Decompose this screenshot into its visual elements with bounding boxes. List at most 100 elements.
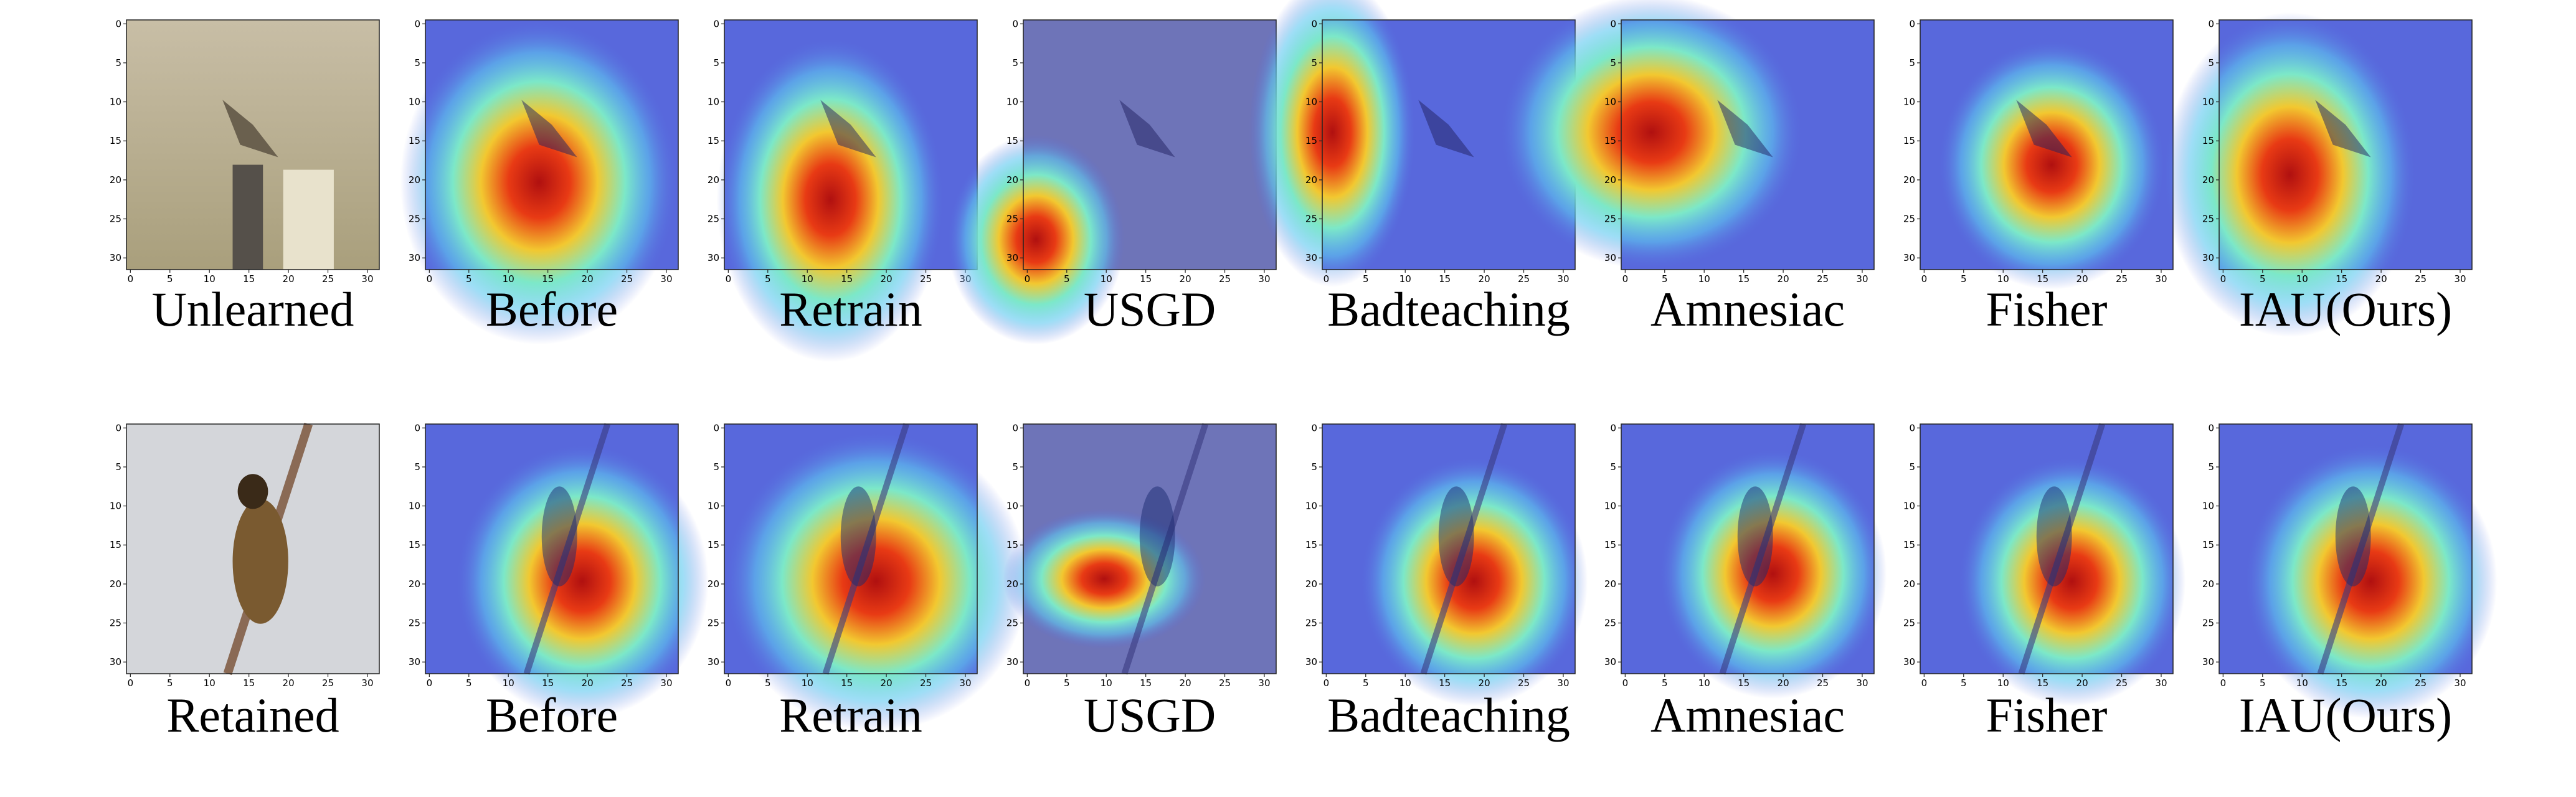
x-tick-label: 10 <box>1698 273 1710 285</box>
y-tick-label: 30 <box>708 252 719 263</box>
x-tick-label: 25 <box>1817 677 1829 689</box>
x-tick-label: 10 <box>1997 677 2009 689</box>
y-tick-label: 10 <box>2202 501 2214 512</box>
x-tick-label: 0 <box>1025 273 1031 285</box>
x-tick-label: 5 <box>1662 273 1668 285</box>
y-tick-label: 30 <box>1903 252 1915 263</box>
x-tick-label: 25 <box>2415 677 2427 689</box>
x-tick-label: 25 <box>2415 273 2427 285</box>
x-tick-label: 5 <box>2260 273 2266 285</box>
object <box>283 169 334 270</box>
y-tick-label: 15 <box>1903 135 1915 146</box>
panel-frame <box>425 19 679 270</box>
y-tick-label: 20 <box>110 578 121 590</box>
y-tick-label: 0 <box>2208 422 2214 433</box>
heatmap-hotspot <box>1938 40 2166 290</box>
x-tick-label: 25 <box>1817 273 1829 285</box>
x-tick-label: 0 <box>726 273 732 285</box>
x-tick-label: 25 <box>920 273 932 285</box>
bird <box>232 499 288 624</box>
y-tick-label: 30 <box>409 656 420 667</box>
panel-caption: Amnesiac <box>1650 688 1845 742</box>
x-tick-label: 30 <box>660 677 672 689</box>
panel-caption: IAU(Ours) <box>2239 688 2452 742</box>
y-tick-label: 30 <box>1006 252 1018 263</box>
x-tick-label: 20 <box>2375 273 2387 285</box>
x-tick-label: 5 <box>1064 273 1070 285</box>
x-tick-label: 10 <box>204 273 215 285</box>
heatmap-hotspot <box>1003 509 1206 649</box>
y-tick-label: 10 <box>1305 501 1317 512</box>
y-tick-label: 15 <box>708 539 719 550</box>
y-tick-label: 10 <box>409 501 420 512</box>
y-tick-label: 10 <box>2202 97 2214 108</box>
y-tick-label: 5 <box>1311 57 1317 68</box>
panel-caption: Badteaching <box>1327 282 1570 336</box>
x-tick-label: 20 <box>283 273 295 285</box>
y-tick-label: 5 <box>1909 57 1915 68</box>
y-tick-label: 20 <box>1305 578 1317 590</box>
panel-caption: Unlearned <box>152 282 354 336</box>
x-tick-label: 30 <box>959 677 971 689</box>
x-tick-label: 30 <box>2155 677 2167 689</box>
y-tick-label: 20 <box>110 174 121 186</box>
y-tick-label: 30 <box>1604 252 1616 263</box>
x-tick-label: 20 <box>1778 677 1789 689</box>
y-tick-label: 30 <box>1006 656 1018 667</box>
x-tick-label: 15 <box>1738 273 1750 285</box>
y-tick-label: 20 <box>409 174 420 186</box>
x-tick-label: 10 <box>503 273 514 285</box>
bird <box>1737 486 1773 587</box>
y-tick-label: 25 <box>1305 214 1317 225</box>
y-tick-label: 25 <box>2202 618 2214 629</box>
y-tick-label: 0 <box>1311 422 1317 433</box>
panel-frame <box>1920 423 2174 674</box>
y-tick-label: 5 <box>1610 461 1616 473</box>
y-tick-label: 25 <box>1903 214 1915 225</box>
x-tick-label: 20 <box>881 677 893 689</box>
heatmap-hotspot <box>716 37 945 362</box>
y-tick-label: 15 <box>1903 539 1915 550</box>
x-tick-label: 10 <box>1997 273 2009 285</box>
y-tick-label: 0 <box>713 18 719 29</box>
y-tick-label: 20 <box>1006 174 1018 186</box>
x-tick-label: 30 <box>1557 273 1569 285</box>
x-tick-label: 25 <box>1518 677 1530 689</box>
y-tick-label: 10 <box>1604 97 1616 108</box>
x-tick-label: 0 <box>1622 677 1629 689</box>
y-tick-label: 5 <box>414 461 420 473</box>
x-tick-label: 30 <box>361 677 373 689</box>
y-tick-label: 20 <box>1604 578 1616 590</box>
y-tick-label: 5 <box>1012 461 1018 473</box>
y-tick-label: 0 <box>115 18 121 29</box>
x-tick-label: 15 <box>2336 677 2347 689</box>
x-tick-label: 30 <box>1258 677 1270 689</box>
y-tick-label: 15 <box>1604 135 1616 146</box>
panel-frame <box>1621 19 1875 270</box>
x-tick-label: 25 <box>322 273 334 285</box>
bird <box>1438 486 1474 587</box>
x-tick-label: 0 <box>1324 677 1330 689</box>
x-tick-label: 5 <box>167 273 173 285</box>
heatmap-hotspot <box>724 432 1028 732</box>
y-tick-label: 20 <box>2202 578 2214 590</box>
y-tick-label: 15 <box>1604 539 1616 550</box>
y-tick-label: 20 <box>1903 174 1915 186</box>
y-tick-label: 25 <box>1604 214 1616 225</box>
y-tick-label: 5 <box>2208 461 2214 473</box>
object <box>232 164 263 270</box>
y-tick-label: 20 <box>2202 174 2214 186</box>
y-tick-label: 25 <box>708 618 719 629</box>
y-tick-label: 0 <box>414 18 420 29</box>
x-tick-label: 5 <box>2260 677 2266 689</box>
x-tick-label: 0 <box>128 677 134 689</box>
y-tick-label: 25 <box>409 618 420 629</box>
x-tick-label: 20 <box>582 677 594 689</box>
y-tick-label: 10 <box>409 97 420 108</box>
panel-caption: Before <box>486 688 618 742</box>
panel-caption: USGD <box>1084 688 1216 742</box>
y-tick-label: 0 <box>1012 422 1018 433</box>
y-tick-label: 0 <box>713 422 719 433</box>
x-tick-label: 5 <box>466 677 472 689</box>
y-tick-label: 5 <box>1610 57 1616 68</box>
